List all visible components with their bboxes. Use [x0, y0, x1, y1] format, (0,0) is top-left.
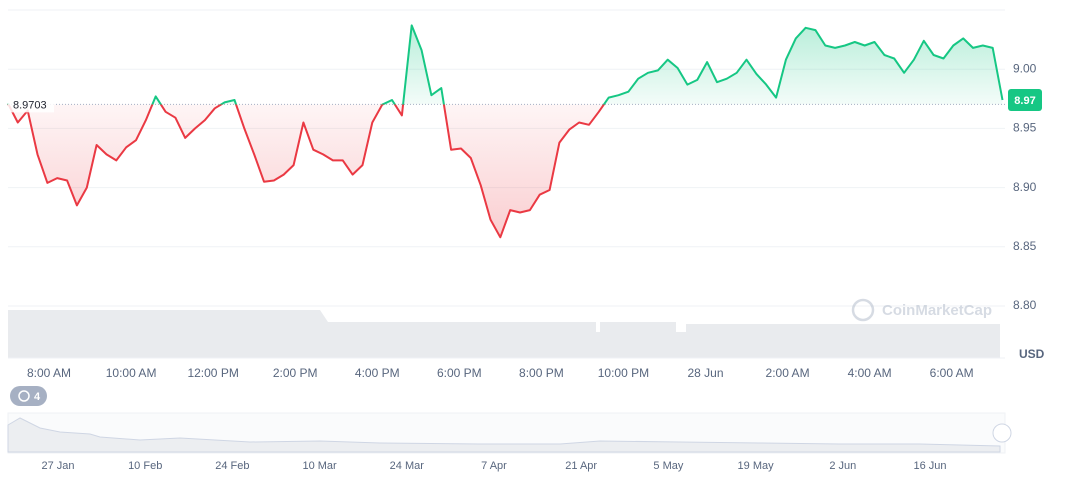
navigator-label: 10 Feb — [128, 460, 162, 472]
x-tick-label: 2:00 AM — [766, 366, 810, 380]
navigator-handle[interactable] — [992, 423, 1012, 443]
navigator-label: 24 Mar — [390, 460, 425, 472]
current-price-tag — [1008, 88, 1042, 111]
price-line — [7, 24, 1004, 239]
current-price-label: 8.97 — [1014, 95, 1035, 107]
x-tick-label: 4:00 AM — [848, 366, 892, 380]
x-tick-label: 6:00 PM — [437, 366, 482, 380]
baseline-label-bg — [8, 96, 54, 113]
x-tick-label: 10:00 PM — [598, 366, 649, 380]
y-tick-label: 8.90 — [1013, 180, 1037, 194]
navigator-label: 21 Apr — [565, 460, 597, 472]
x-tick-label: 6:00 AM — [930, 366, 974, 380]
price-area — [8, 25, 1003, 238]
x-tick-label: 12:00 PM — [187, 366, 238, 380]
x-tick-label: 4:00 PM — [355, 366, 400, 380]
navigator-label: 16 Jun — [913, 460, 946, 472]
navigator-area — [7, 417, 1001, 453]
history-icon — [18, 390, 30, 402]
volume-bars — [8, 310, 1000, 358]
y-unit: USD — [1019, 347, 1045, 361]
x-tick-label: 28 Jun — [687, 366, 723, 380]
watermark: CoinMarketCap — [851, 298, 992, 322]
navigator-label: 5 May — [653, 460, 683, 472]
navigator-label: 24 Feb — [215, 460, 249, 472]
navigator-label: 19 May — [738, 460, 775, 472]
navigator-label: 27 Jan — [41, 460, 74, 472]
x-tick-label: 8:00 PM — [519, 366, 564, 380]
history-count: 4 — [34, 391, 41, 403]
y-tick-label: 8.95 — [1013, 121, 1037, 135]
watermark-text: CoinMarketCap — [882, 302, 992, 319]
x-tick-label: 8:00 AM — [27, 366, 71, 380]
baseline-label: 8.9703 — [13, 99, 47, 111]
y-tick-label: 9.00 — [1013, 61, 1037, 75]
y-tick-label: 8.85 — [1013, 239, 1037, 253]
x-tick-label: 10:00 AM — [106, 366, 157, 380]
navigator-label: 2 Jun — [829, 460, 856, 472]
y-tick-label: 8.80 — [1013, 298, 1037, 312]
navigator-label: 10 Mar — [302, 460, 337, 472]
navigator-label: 7 Apr — [481, 460, 507, 472]
x-tick-label: 2:00 PM — [273, 366, 318, 380]
